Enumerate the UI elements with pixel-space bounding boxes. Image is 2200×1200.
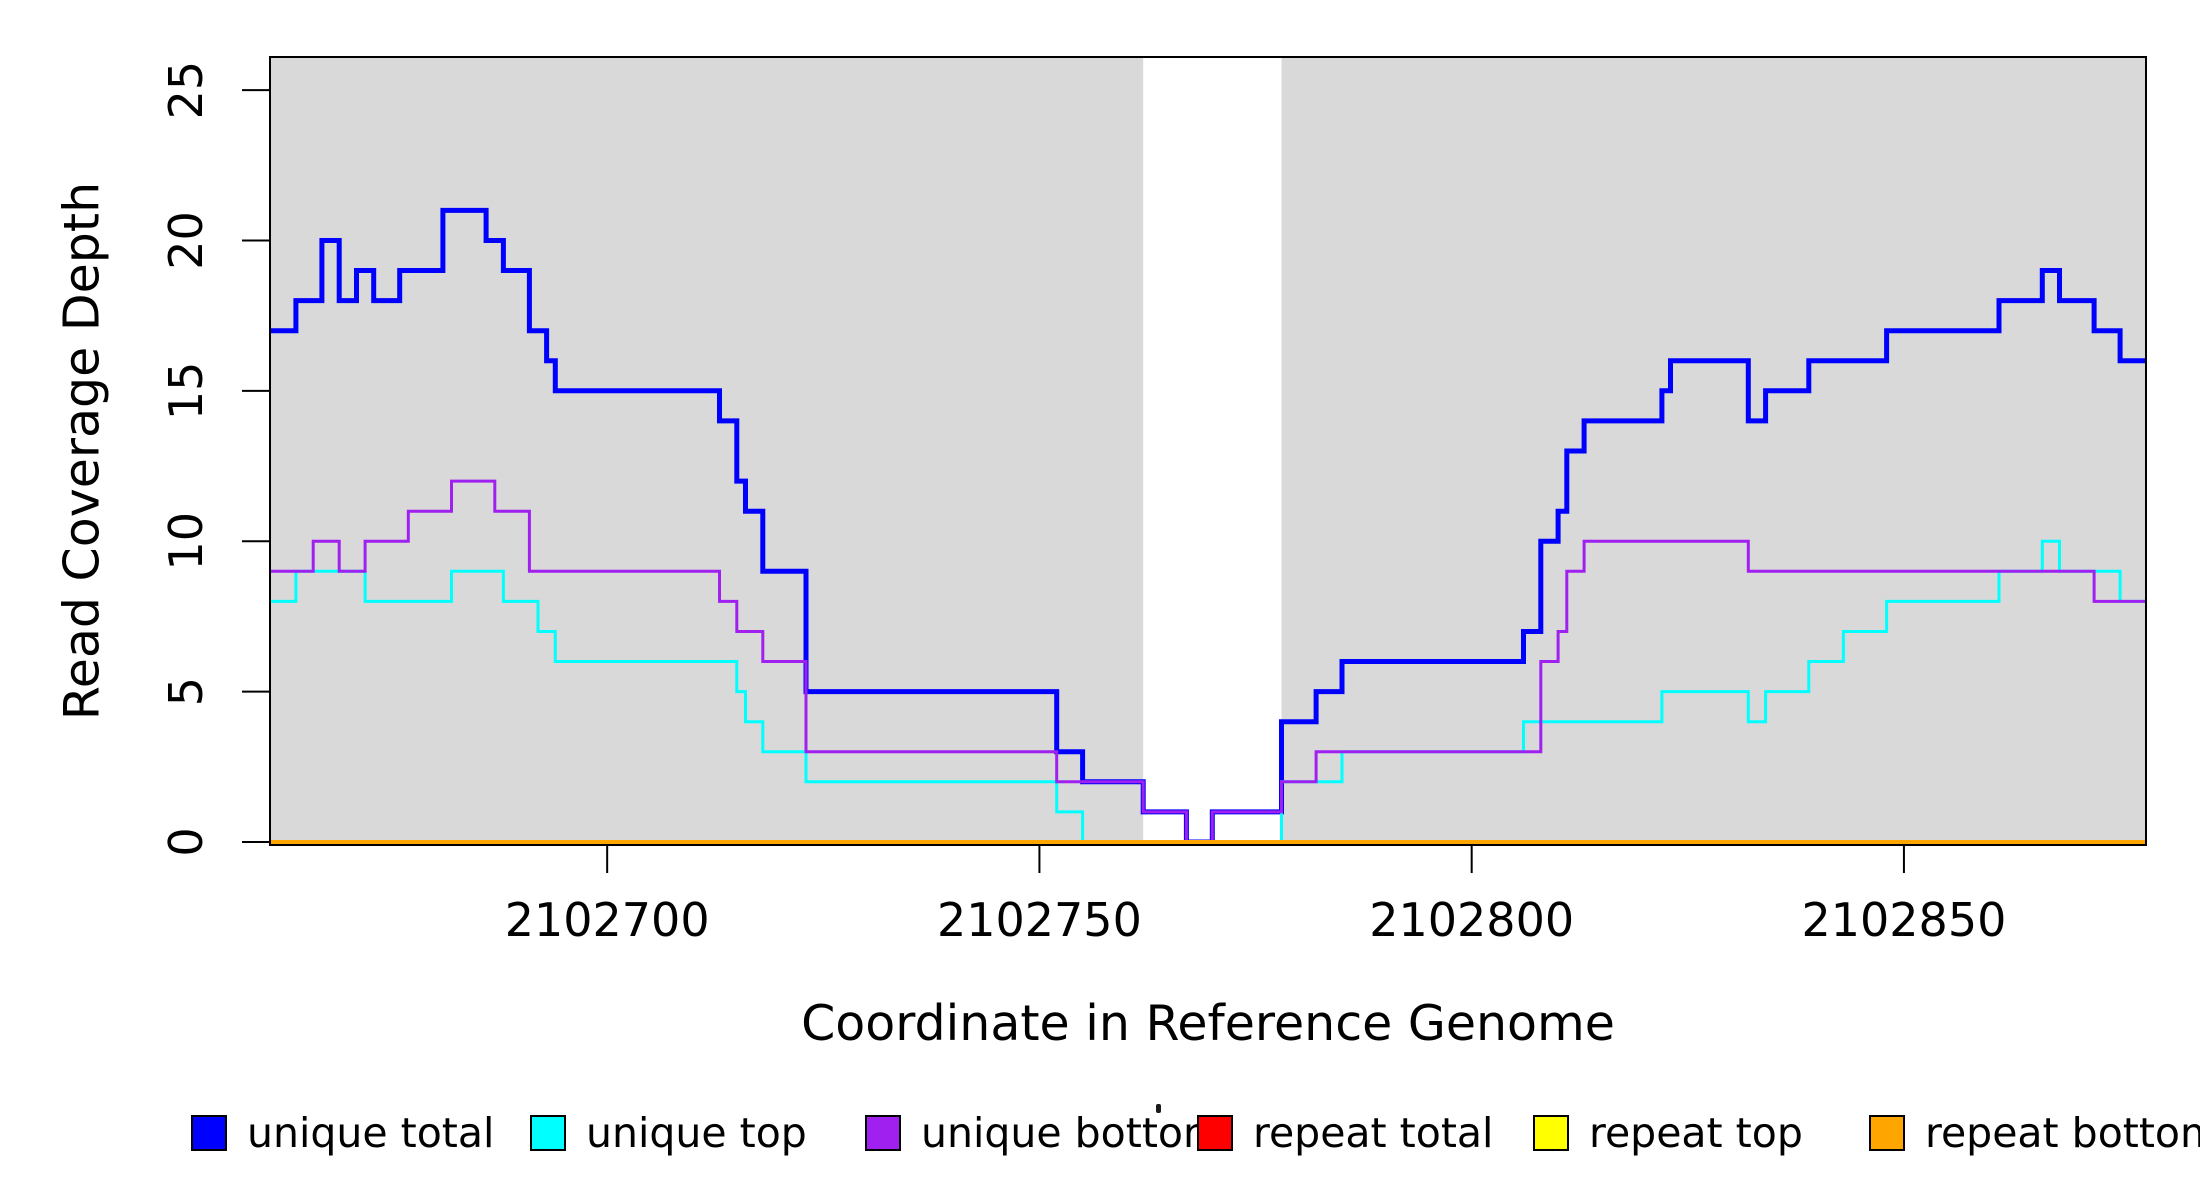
y-tick-label: 25 [159,61,213,120]
legend-swatch-unique-top [530,1115,566,1151]
legend-label: repeat top [1589,1109,1803,1157]
legend-swatch-unique-total [191,1115,227,1151]
plot-box [269,56,2147,846]
legend-swatch-repeat-bottom [1869,1115,1905,1151]
y-tick-label: 15 [159,362,213,421]
legend-swatch-repeat-total [1197,1115,1233,1151]
legend-item-unique-top: unique top [530,1106,807,1160]
gray-band-left [270,57,1144,845]
legend-label: repeat bottom [1925,1109,2200,1157]
gray-band-right [1281,57,2146,845]
series-line-unique-bottom [270,479,2146,844]
legend-swatch-repeat-top [1533,1115,1569,1151]
legend-swatch-unique-bottom [865,1115,901,1151]
legend-item-repeat-total: repeat total [1197,1106,1493,1160]
x-tick-label: 2102800 [1369,893,1574,947]
legend-label: unique total [247,1109,495,1157]
x-tick-label: 2102700 [505,893,710,947]
legend-label: unique top [586,1109,807,1157]
legend-label: unique bottom [921,1109,1223,1157]
legend-item-repeat-bottom: repeat bottom [1869,1106,2200,1160]
legend-item-unique-total: unique total [191,1106,494,1160]
x-tick-label: 2102750 [937,893,1142,947]
legend-item-repeat-top: repeat top [1533,1106,1803,1160]
y-axis-title: Read Coverage Depth [53,181,111,721]
y-tick-label: 10 [159,512,213,571]
y-tick-label: 0 [159,827,213,856]
y-tick-label: 5 [159,677,213,706]
y-tick-label: 20 [159,211,213,270]
legend-item-unique-bottom: unique bottom [865,1106,1223,1160]
legend-artifact-dot [1156,1104,1161,1113]
x-tick-label: 2102850 [1801,893,2006,947]
legend-label: repeat total [1253,1109,1494,1157]
x-axis-title: Coordinate in Reference Genome [801,995,1615,1052]
